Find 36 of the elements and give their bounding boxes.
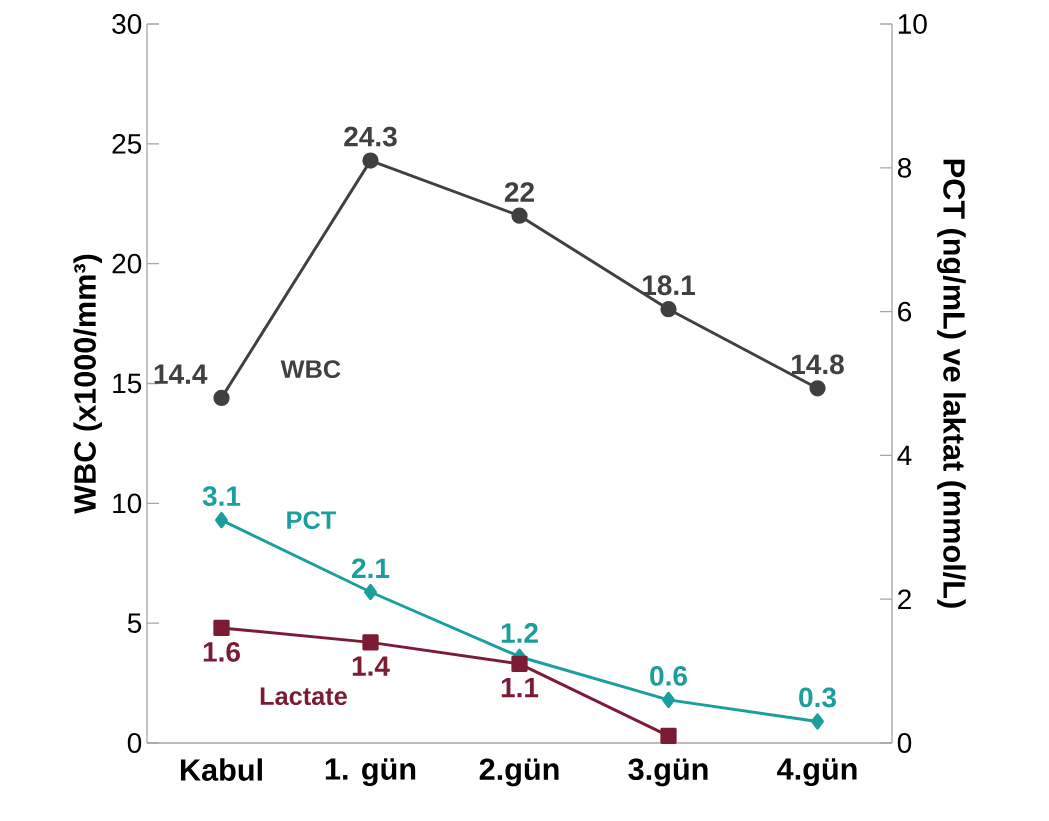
x-tick-label: 3.gün <box>628 758 708 787</box>
y2-axis-title: PCT (ng/mL) ve laktat (mmol/L) <box>937 159 966 608</box>
x-tick-label: 2.gün <box>479 758 559 787</box>
y2-tick-label: 10 <box>898 14 927 34</box>
data-label: 14.8 <box>792 354 844 375</box>
data-label: 3.1 <box>202 486 241 507</box>
y-tick-label: 5 <box>127 613 142 633</box>
data-label: 1.4 <box>352 656 390 676</box>
data-label: 2.1 <box>352 558 390 578</box>
series-label: WBC <box>280 360 341 379</box>
data-label: 18.1 <box>643 275 695 296</box>
series-label: PCT <box>287 511 336 530</box>
data-label: 22 <box>504 182 534 202</box>
data-label: 24.3 <box>344 126 397 147</box>
y-axis-title: WBC (x1000/mm³) <box>73 254 102 514</box>
y2-tick-label: 6 <box>898 301 912 322</box>
y2-tick-label: 8 <box>897 157 912 178</box>
data-label: 14.4 <box>154 364 208 384</box>
y-tick-label: 15 <box>113 373 142 394</box>
x-tick-label: Kabul <box>180 758 262 781</box>
series-label: Lactate <box>260 687 347 706</box>
data-label: 0.6 <box>650 665 687 686</box>
y-tick-label: 30 <box>112 14 142 34</box>
y-tick-label: 0 <box>127 733 142 753</box>
y-tick-label: 25 <box>112 133 142 154</box>
y-tick-label: 10 <box>113 493 142 514</box>
data-label: 1.2 <box>501 623 538 643</box>
x-tick-label: 1. gün <box>325 758 416 787</box>
data-label: 0.3 <box>799 687 836 708</box>
y2-tick-label: 2 <box>898 589 911 609</box>
y-tick-label: 20 <box>112 253 142 274</box>
y2-tick-label: 0 <box>897 733 912 753</box>
data-label: 1.6 <box>203 642 240 662</box>
x-tick-label: 4.gün <box>777 758 857 787</box>
data-label: 1.1 <box>501 677 539 698</box>
y2-tick-label: 4 <box>897 445 912 466</box>
